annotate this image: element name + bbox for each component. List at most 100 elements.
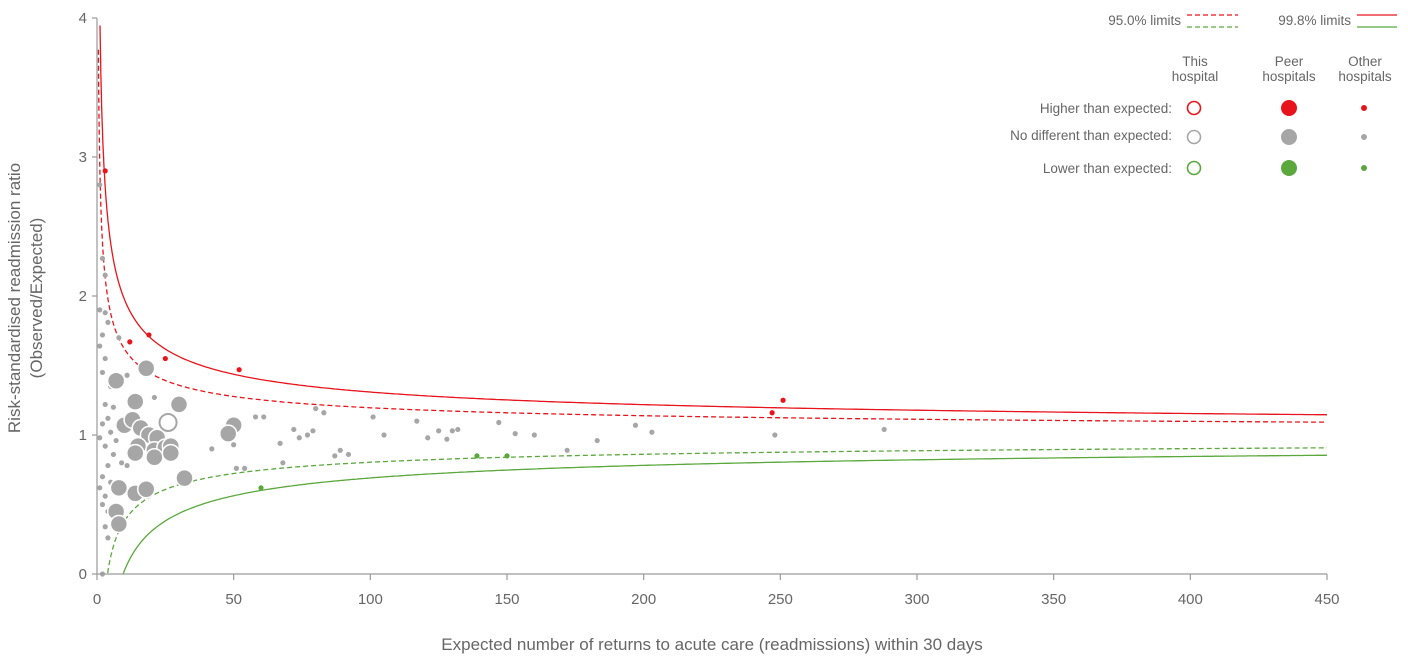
other-hospital-point bbox=[313, 405, 319, 412]
other-hospital-point bbox=[277, 440, 283, 446]
legend-this-higher-marker bbox=[1186, 100, 1202, 116]
legend-peer-higher-marker bbox=[1281, 100, 1297, 116]
other-hospital-point bbox=[105, 535, 111, 541]
x-tick-label: 150 bbox=[494, 591, 519, 608]
other-hospital-point bbox=[99, 501, 106, 508]
legend-row-lower: Lower than expected: bbox=[1043, 161, 1172, 176]
other-hospital-point bbox=[113, 437, 119, 444]
other-hospital-point bbox=[102, 401, 108, 408]
other-hospital-point bbox=[97, 307, 103, 313]
other-hospital-point bbox=[209, 446, 215, 452]
y-axis-title-line2: (Observed/Expected) bbox=[27, 218, 46, 379]
legend-peer-nodiff-marker bbox=[1281, 129, 1297, 145]
other-hospital-point bbox=[291, 426, 297, 433]
other-hospital-point bbox=[97, 343, 103, 349]
x-axis-ticks: 0 50 100 150 200 250 300 350 400 450 bbox=[93, 574, 1340, 608]
other-hospital-point bbox=[99, 421, 106, 427]
other-hospital-point bbox=[512, 431, 518, 437]
legend-other-lower-marker bbox=[1361, 165, 1367, 171]
legend-col-peer-line1: Peer bbox=[1275, 54, 1304, 69]
legend-this-nodiff-marker bbox=[1186, 129, 1202, 145]
peer-hospital-point bbox=[106, 371, 126, 391]
other-hospital-point bbox=[102, 355, 108, 362]
other-hospital-point bbox=[632, 422, 639, 428]
peer-hospital-point bbox=[169, 395, 189, 414]
other-hospital-point bbox=[151, 394, 157, 401]
legend-row-nodiff: No different than expected: bbox=[1010, 128, 1172, 143]
other-hospital-point bbox=[99, 369, 106, 376]
other-hospital-point bbox=[370, 414, 376, 420]
other-hospital-point bbox=[233, 465, 239, 471]
other-hospital-point bbox=[97, 435, 103, 441]
peer-hospital-point bbox=[109, 514, 129, 534]
x-tick-label: 250 bbox=[768, 591, 793, 608]
other-hospital-point bbox=[436, 428, 442, 434]
other-hospital-point bbox=[127, 339, 133, 345]
peer-hospital-point bbox=[126, 443, 145, 463]
other-hospital-point bbox=[345, 451, 352, 458]
other-hospital-point bbox=[102, 310, 108, 316]
legend-col-other-line2: hospitals bbox=[1338, 69, 1392, 84]
other-hospital-point bbox=[236, 367, 242, 373]
y-tick-label: 1 bbox=[79, 427, 87, 444]
peer-hospital-point bbox=[136, 359, 156, 378]
other-hospital-point bbox=[102, 493, 108, 499]
x-tick-label: 100 bbox=[358, 591, 383, 608]
control-limit-95-0-upper bbox=[97, 49, 1328, 423]
legend: 95.0% limits 99.8% limits This hospital … bbox=[1010, 13, 1397, 176]
peer-hospital-point bbox=[218, 424, 238, 443]
x-tick-label: 400 bbox=[1178, 591, 1203, 608]
this-hospital-point bbox=[158, 412, 178, 432]
legend-95-label: 95.0% limits bbox=[1108, 13, 1181, 28]
other-hospital-point bbox=[780, 397, 786, 403]
other-hospital-point bbox=[444, 436, 450, 442]
other-hospital-point bbox=[105, 415, 111, 421]
other-hospital-point bbox=[337, 447, 343, 453]
x-tick-label: 200 bbox=[631, 591, 656, 608]
other-hospital-point bbox=[321, 410, 327, 416]
other-hospital-point bbox=[414, 418, 420, 424]
legend-row-higher: Higher than expected: bbox=[1040, 101, 1172, 116]
other-hospital-point bbox=[496, 419, 502, 426]
y-tick-label: 0 bbox=[79, 566, 87, 583]
control-limit-99-8-lower bbox=[122, 454, 1328, 574]
other-hospital-point bbox=[531, 432, 537, 438]
other-hospital-point bbox=[381, 432, 387, 438]
other-hospital-point bbox=[881, 426, 887, 433]
other-hospital-point bbox=[258, 485, 264, 491]
peer-hospital-point bbox=[126, 392, 145, 411]
x-tick-label: 450 bbox=[1314, 591, 1339, 608]
x-tick-label: 300 bbox=[904, 591, 929, 608]
control-limits bbox=[97, 25, 1328, 574]
other-hospital-point bbox=[252, 414, 259, 420]
control-limit-95-0-lower bbox=[107, 447, 1328, 574]
other-hospital-point bbox=[146, 332, 152, 338]
other-hospital-point bbox=[108, 429, 114, 435]
x-tick-label: 50 bbox=[225, 591, 242, 608]
other-hospital-point bbox=[304, 432, 311, 438]
other-hospital-point bbox=[102, 168, 108, 174]
data-points bbox=[97, 168, 887, 577]
other-hospital-point bbox=[116, 335, 122, 341]
other-hospital-point bbox=[102, 272, 108, 278]
y-axis-ticks: 0 1 2 3 4 bbox=[79, 10, 97, 583]
legend-other-nodiff-marker bbox=[1361, 134, 1367, 140]
legend-col-this-line1: This bbox=[1182, 54, 1208, 69]
y-axis-title-line1: Risk-standardised readmission ratio bbox=[5, 163, 24, 433]
other-hospital-point bbox=[110, 451, 116, 458]
other-hospital-point bbox=[296, 435, 302, 441]
other-hospital-point bbox=[332, 453, 338, 459]
other-hospital-point bbox=[99, 332, 106, 338]
other-hospital-point bbox=[449, 428, 455, 434]
legend-col-peer-line2: hospitals bbox=[1262, 69, 1316, 84]
peer-hospital-point bbox=[175, 468, 194, 488]
other-hospital-point bbox=[280, 460, 286, 466]
other-hospital-point bbox=[119, 460, 125, 466]
other-hospital-point bbox=[97, 182, 103, 188]
other-hospital-point bbox=[261, 414, 267, 420]
other-hospital-point bbox=[105, 462, 111, 469]
x-axis-title: Expected number of returns to acute care… bbox=[441, 635, 982, 654]
other-hospital-point bbox=[772, 432, 778, 438]
other-hospital-point bbox=[425, 435, 431, 441]
legend-col-other-line1: Other bbox=[1348, 54, 1382, 69]
